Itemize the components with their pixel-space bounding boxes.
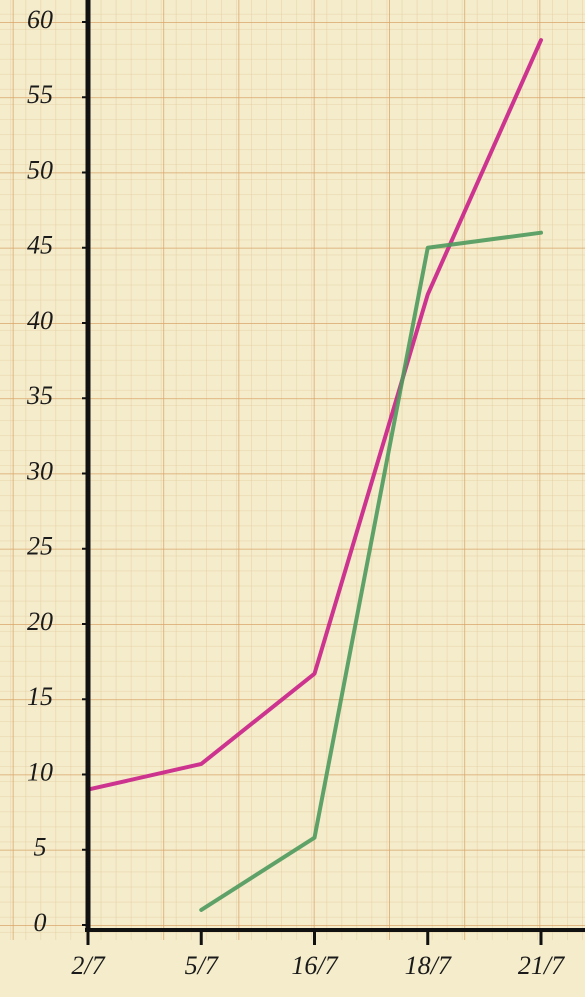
y-tick-label: 35 [26,381,53,410]
y-tick-label: 25 [27,532,53,561]
y-tick-label: 60 [27,5,53,34]
y-tick-label: 0 [34,908,47,937]
y-tick-label: 45 [27,231,53,260]
y-tick-label: 15 [27,682,53,711]
x-tick-label: 21/7 [518,951,565,980]
y-tick-label: 55 [27,80,53,109]
series-line [86,38,543,792]
y-tick-label: 5 [34,833,47,862]
x-tick-label: 16/7 [291,951,338,980]
y-tick-label: 50 [27,155,53,184]
y-tick-label: 20 [27,607,53,636]
y-tick-label: 10 [27,757,53,786]
y-tick-label: 30 [26,456,53,485]
y-tick-label: 40 [27,306,53,335]
x-tick-label: 5/7 [185,951,219,980]
series-line [199,230,543,912]
x-tick-label: 2/7 [71,951,105,980]
x-tick-label: 18/7 [405,951,452,980]
